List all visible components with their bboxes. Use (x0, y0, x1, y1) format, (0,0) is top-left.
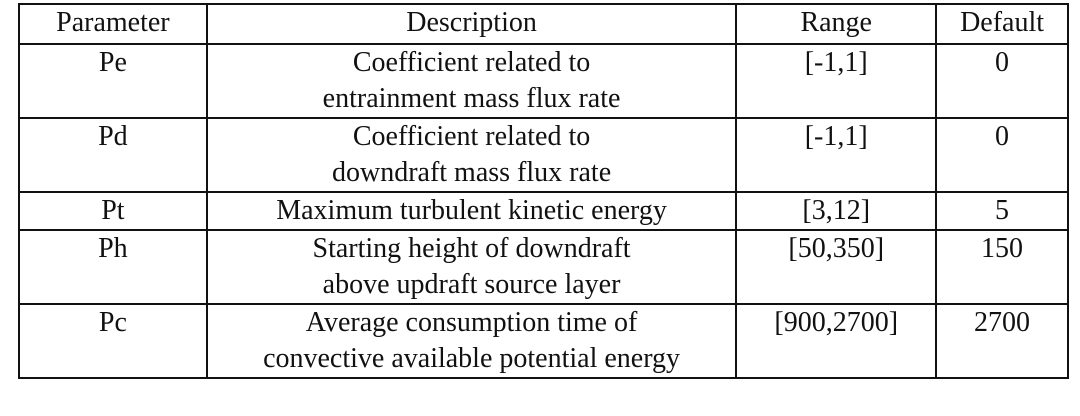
table-row: Pt Maximum turbulent kinetic energy [3,1… (18, 191, 1069, 231)
cell-range: [3,12] (735, 191, 938, 231)
table-header: Parameter Description Range Default (18, 3, 1069, 45)
cell-default: 150 (935, 229, 1069, 305)
cell-parameter: Pt (18, 191, 208, 231)
cell-range: [-1,1] (735, 117, 938, 193)
table-row: Pe Coefficient related to entrainment ma… (18, 43, 1069, 119)
table-body: Pe Coefficient related to entrainment ma… (18, 43, 1069, 379)
header-description: Description (205, 3, 738, 45)
parameter-table: Parameter Description Range Default Pe C… (18, 3, 1069, 379)
description-line: above updraft source layer (322, 269, 621, 300)
header-default: Default (935, 3, 1069, 45)
cell-description: Starting height of downdraft above updra… (205, 229, 738, 305)
table-row: Pc Average consumption time of convectiv… (18, 303, 1069, 379)
header-parameter: Parameter (18, 3, 208, 45)
description-line: Coefficient related to (352, 121, 591, 152)
header-row: Parameter Description Range Default (18, 3, 1069, 45)
description-line: Maximum turbulent kinetic energy (276, 195, 667, 226)
cell-range: [50,350] (735, 229, 938, 305)
cell-default: 0 (935, 43, 1069, 119)
cell-description: Average consumption time of convective a… (205, 303, 738, 379)
cell-range: [-1,1] (735, 43, 938, 119)
description-line: Coefficient related to (352, 47, 591, 78)
description-line: Starting height of downdraft (312, 233, 631, 264)
cell-description: Coefficient related to downdraft mass fl… (205, 117, 738, 193)
cell-default: 0 (935, 117, 1069, 193)
description-line: entrainment mass flux rate (322, 83, 621, 114)
header-range: Range (735, 3, 938, 45)
table-row: Ph Starting height of downdraft above up… (18, 229, 1069, 305)
cell-default: 2700 (935, 303, 1069, 379)
cell-range: [900,2700] (735, 303, 938, 379)
cell-description: Maximum turbulent kinetic energy (205, 191, 738, 231)
cell-description: Coefficient related to entrainment mass … (205, 43, 738, 119)
cell-parameter: Pd (18, 117, 208, 193)
description-line: downdraft mass flux rate (331, 157, 612, 188)
description-line: Average consumption time of (305, 307, 638, 338)
cell-parameter: Pe (18, 43, 208, 119)
description-line: convective available potential energy (263, 343, 681, 374)
table-row: Pd Coefficient related to downdraft mass… (18, 117, 1069, 193)
cell-parameter: Pc (18, 303, 208, 379)
cell-default: 5 (935, 191, 1069, 231)
cell-parameter: Ph (18, 229, 208, 305)
